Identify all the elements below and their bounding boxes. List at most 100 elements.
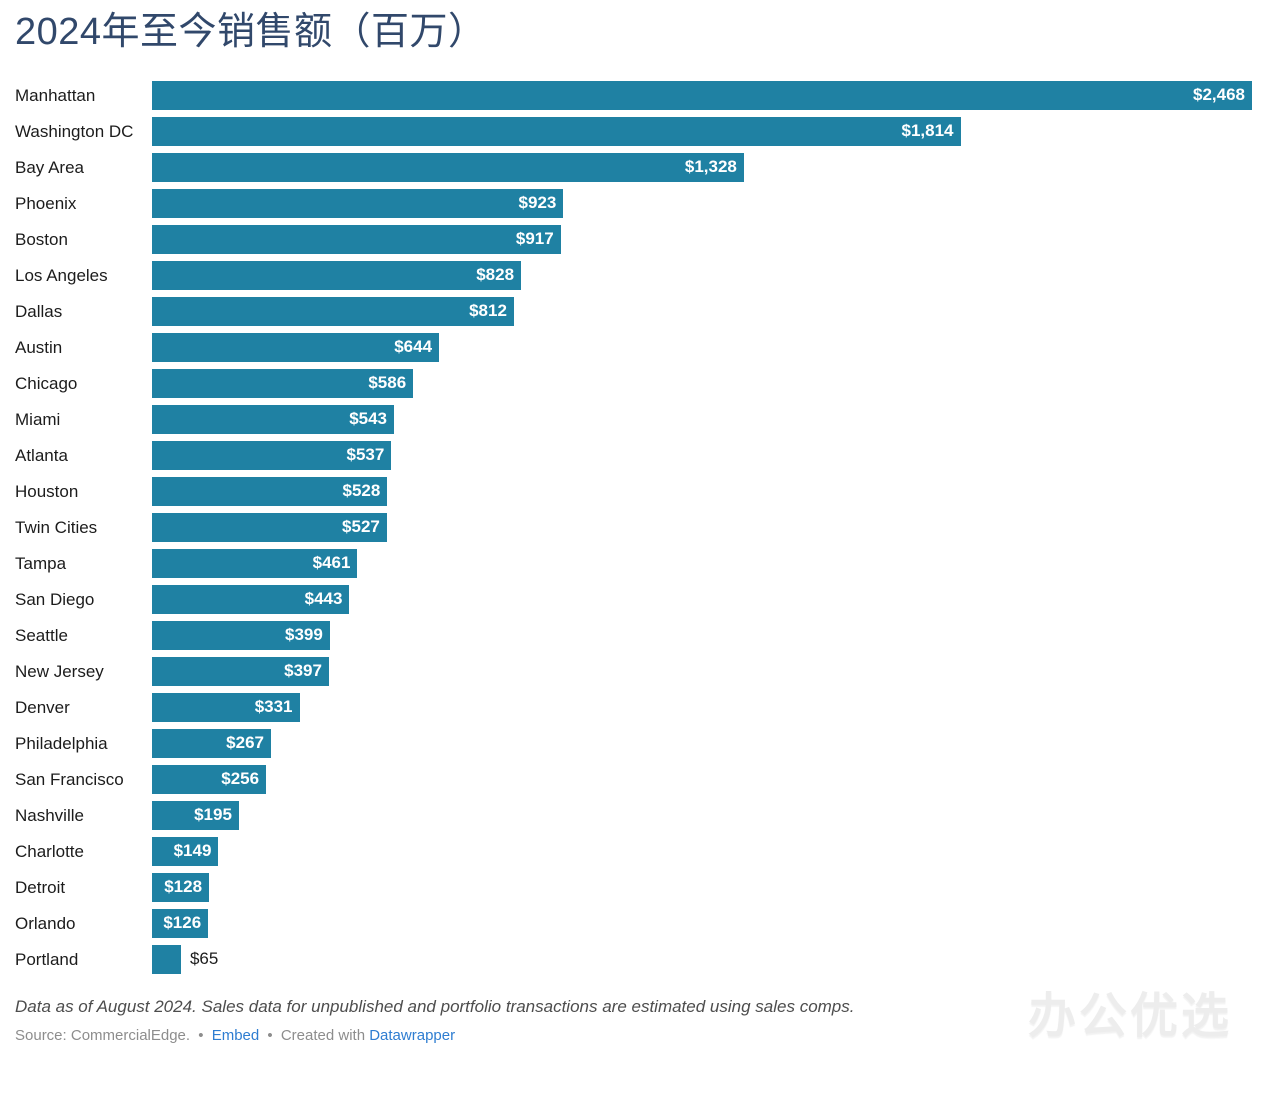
value-label-inside: $126 [163, 913, 202, 933]
bar-track: $256 [152, 765, 1252, 794]
chart-footer: Data as of August 2024. Sales data for u… [0, 997, 1278, 1044]
bar-track: $195 [152, 801, 1252, 830]
bar-track: $1,814 [152, 117, 1252, 146]
bar-track: $2,468 [152, 81, 1252, 110]
bar-row: Los Angeles $828 [15, 261, 1278, 290]
bar-row: Orlando $126 [15, 909, 1278, 938]
bar-track: $65 [152, 945, 1252, 974]
bar[interactable]: $527 [152, 513, 387, 542]
category-label: Portland [15, 949, 79, 969]
bar-row: Twin Cities $527 [15, 513, 1278, 542]
value-label-inside: $256 [221, 769, 260, 789]
value-label-inside: $1,814 [901, 121, 954, 141]
bar[interactable]: $65 [152, 945, 218, 974]
bar-row: Atlanta $537 [15, 441, 1278, 470]
bar-row: Phoenix $923 [15, 189, 1278, 218]
category-label: Manhattan [15, 85, 96, 105]
bar[interactable]: $149 [152, 837, 219, 866]
category-label: Austin [15, 337, 63, 357]
bar[interactable]: $644 [152, 333, 440, 362]
bar-row: Portland $65 [15, 945, 1278, 974]
bar[interactable]: $128 [152, 873, 210, 902]
bar[interactable]: $1,328 [152, 153, 744, 182]
bullet-separator: • [198, 1026, 204, 1044]
bar-row: Austin $644 [15, 333, 1278, 362]
bar-track: $1,328 [152, 153, 1252, 182]
bar[interactable]: $397 [152, 657, 329, 686]
category-label: Orlando [15, 913, 76, 933]
category-label: Boston [15, 229, 68, 249]
bar[interactable]: $528 [152, 477, 388, 506]
embed-link[interactable]: Embed [211, 1026, 260, 1044]
value-label-inside: $195 [194, 805, 232, 825]
bar-track: $586 [152, 369, 1252, 398]
bar-track: $923 [152, 189, 1252, 218]
bar-track: $461 [152, 549, 1252, 578]
bar[interactable]: $923 [152, 189, 564, 218]
category-label: Chicago [15, 373, 78, 393]
bar-track: $537 [152, 441, 1252, 470]
bullet-separator: • [267, 1026, 273, 1044]
bar-row: Dallas $812 [15, 297, 1278, 326]
bar[interactable]: $399 [152, 621, 330, 650]
bar-row: Seattle $399 [15, 621, 1278, 650]
bar-track: $644 [152, 333, 1252, 362]
bar[interactable]: $537 [152, 441, 392, 470]
value-label-outside: $65 [189, 949, 219, 969]
category-label: New Jersey [15, 661, 104, 681]
bar[interactable]: $256 [152, 765, 267, 794]
source-text: Source: CommercialEdge. [15, 1026, 191, 1044]
value-label-inside: $923 [518, 193, 557, 213]
bar[interactable]: $126 [152, 909, 209, 938]
bar[interactable]: $2,468 [152, 81, 1252, 110]
bar-track: $543 [152, 405, 1252, 434]
category-label: San Diego [15, 589, 95, 609]
bar[interactable]: $443 [152, 585, 350, 614]
bar[interactable]: $1,814 [152, 117, 961, 146]
value-label-inside: $149 [173, 841, 212, 861]
value-label-inside: $644 [394, 337, 433, 357]
bar-track: $126 [152, 909, 1252, 938]
category-label: Seattle [15, 625, 68, 645]
value-label-inside: $1,328 [684, 157, 737, 177]
bar[interactable]: $195 [152, 801, 239, 830]
category-label: Washington DC [15, 121, 134, 141]
bar[interactable]: $812 [152, 297, 514, 326]
bar-row: San Francisco $256 [15, 765, 1278, 794]
bar[interactable]: $917 [152, 225, 561, 254]
value-label-inside: $399 [285, 625, 323, 645]
bar-row: Manhattan $2,468 [15, 81, 1278, 110]
category-label: Tampa [15, 553, 67, 573]
value-label-inside: $828 [476, 265, 515, 285]
category-label: Charlotte [15, 841, 84, 861]
bar[interactable]: $543 [152, 405, 395, 434]
bar-track: $812 [152, 297, 1252, 326]
bar-row: Charlotte $149 [15, 837, 1278, 866]
bar-track: $399 [152, 621, 1252, 650]
bar-track: $331 [152, 693, 1252, 722]
value-label-inside: $397 [284, 661, 322, 681]
bar[interactable]: $461 [152, 549, 358, 578]
bar[interactable]: $828 [152, 261, 522, 290]
value-label-inside: $537 [346, 445, 385, 465]
datawrapper-link[interactable]: Datawrapper [369, 1026, 456, 1044]
value-label-inside: $586 [368, 373, 407, 393]
bar-row: Boston $917 [15, 225, 1278, 254]
page-title: 2024年至今销售额（百万） [15, 11, 487, 53]
bar[interactable]: $586 [152, 369, 414, 398]
bar[interactable]: $331 [152, 693, 300, 722]
bar-track: $128 [152, 873, 1252, 902]
category-label: Phoenix [15, 193, 77, 213]
bar-row: Chicago $586 [15, 369, 1278, 398]
value-label-inside: $917 [515, 229, 554, 249]
category-label: Miami [15, 409, 61, 429]
source-line: Source: CommercialEdge. • Embed • Create… [15, 1027, 1263, 1044]
value-label-inside: $331 [254, 697, 293, 717]
bar-track: $149 [152, 837, 1252, 866]
bar[interactable]: $267 [152, 729, 271, 758]
bar-track: $828 [152, 261, 1252, 290]
value-label-inside: $543 [349, 409, 388, 429]
bar-row: Philadelphia $267 [15, 729, 1278, 758]
category-label: Nashville [15, 805, 84, 825]
